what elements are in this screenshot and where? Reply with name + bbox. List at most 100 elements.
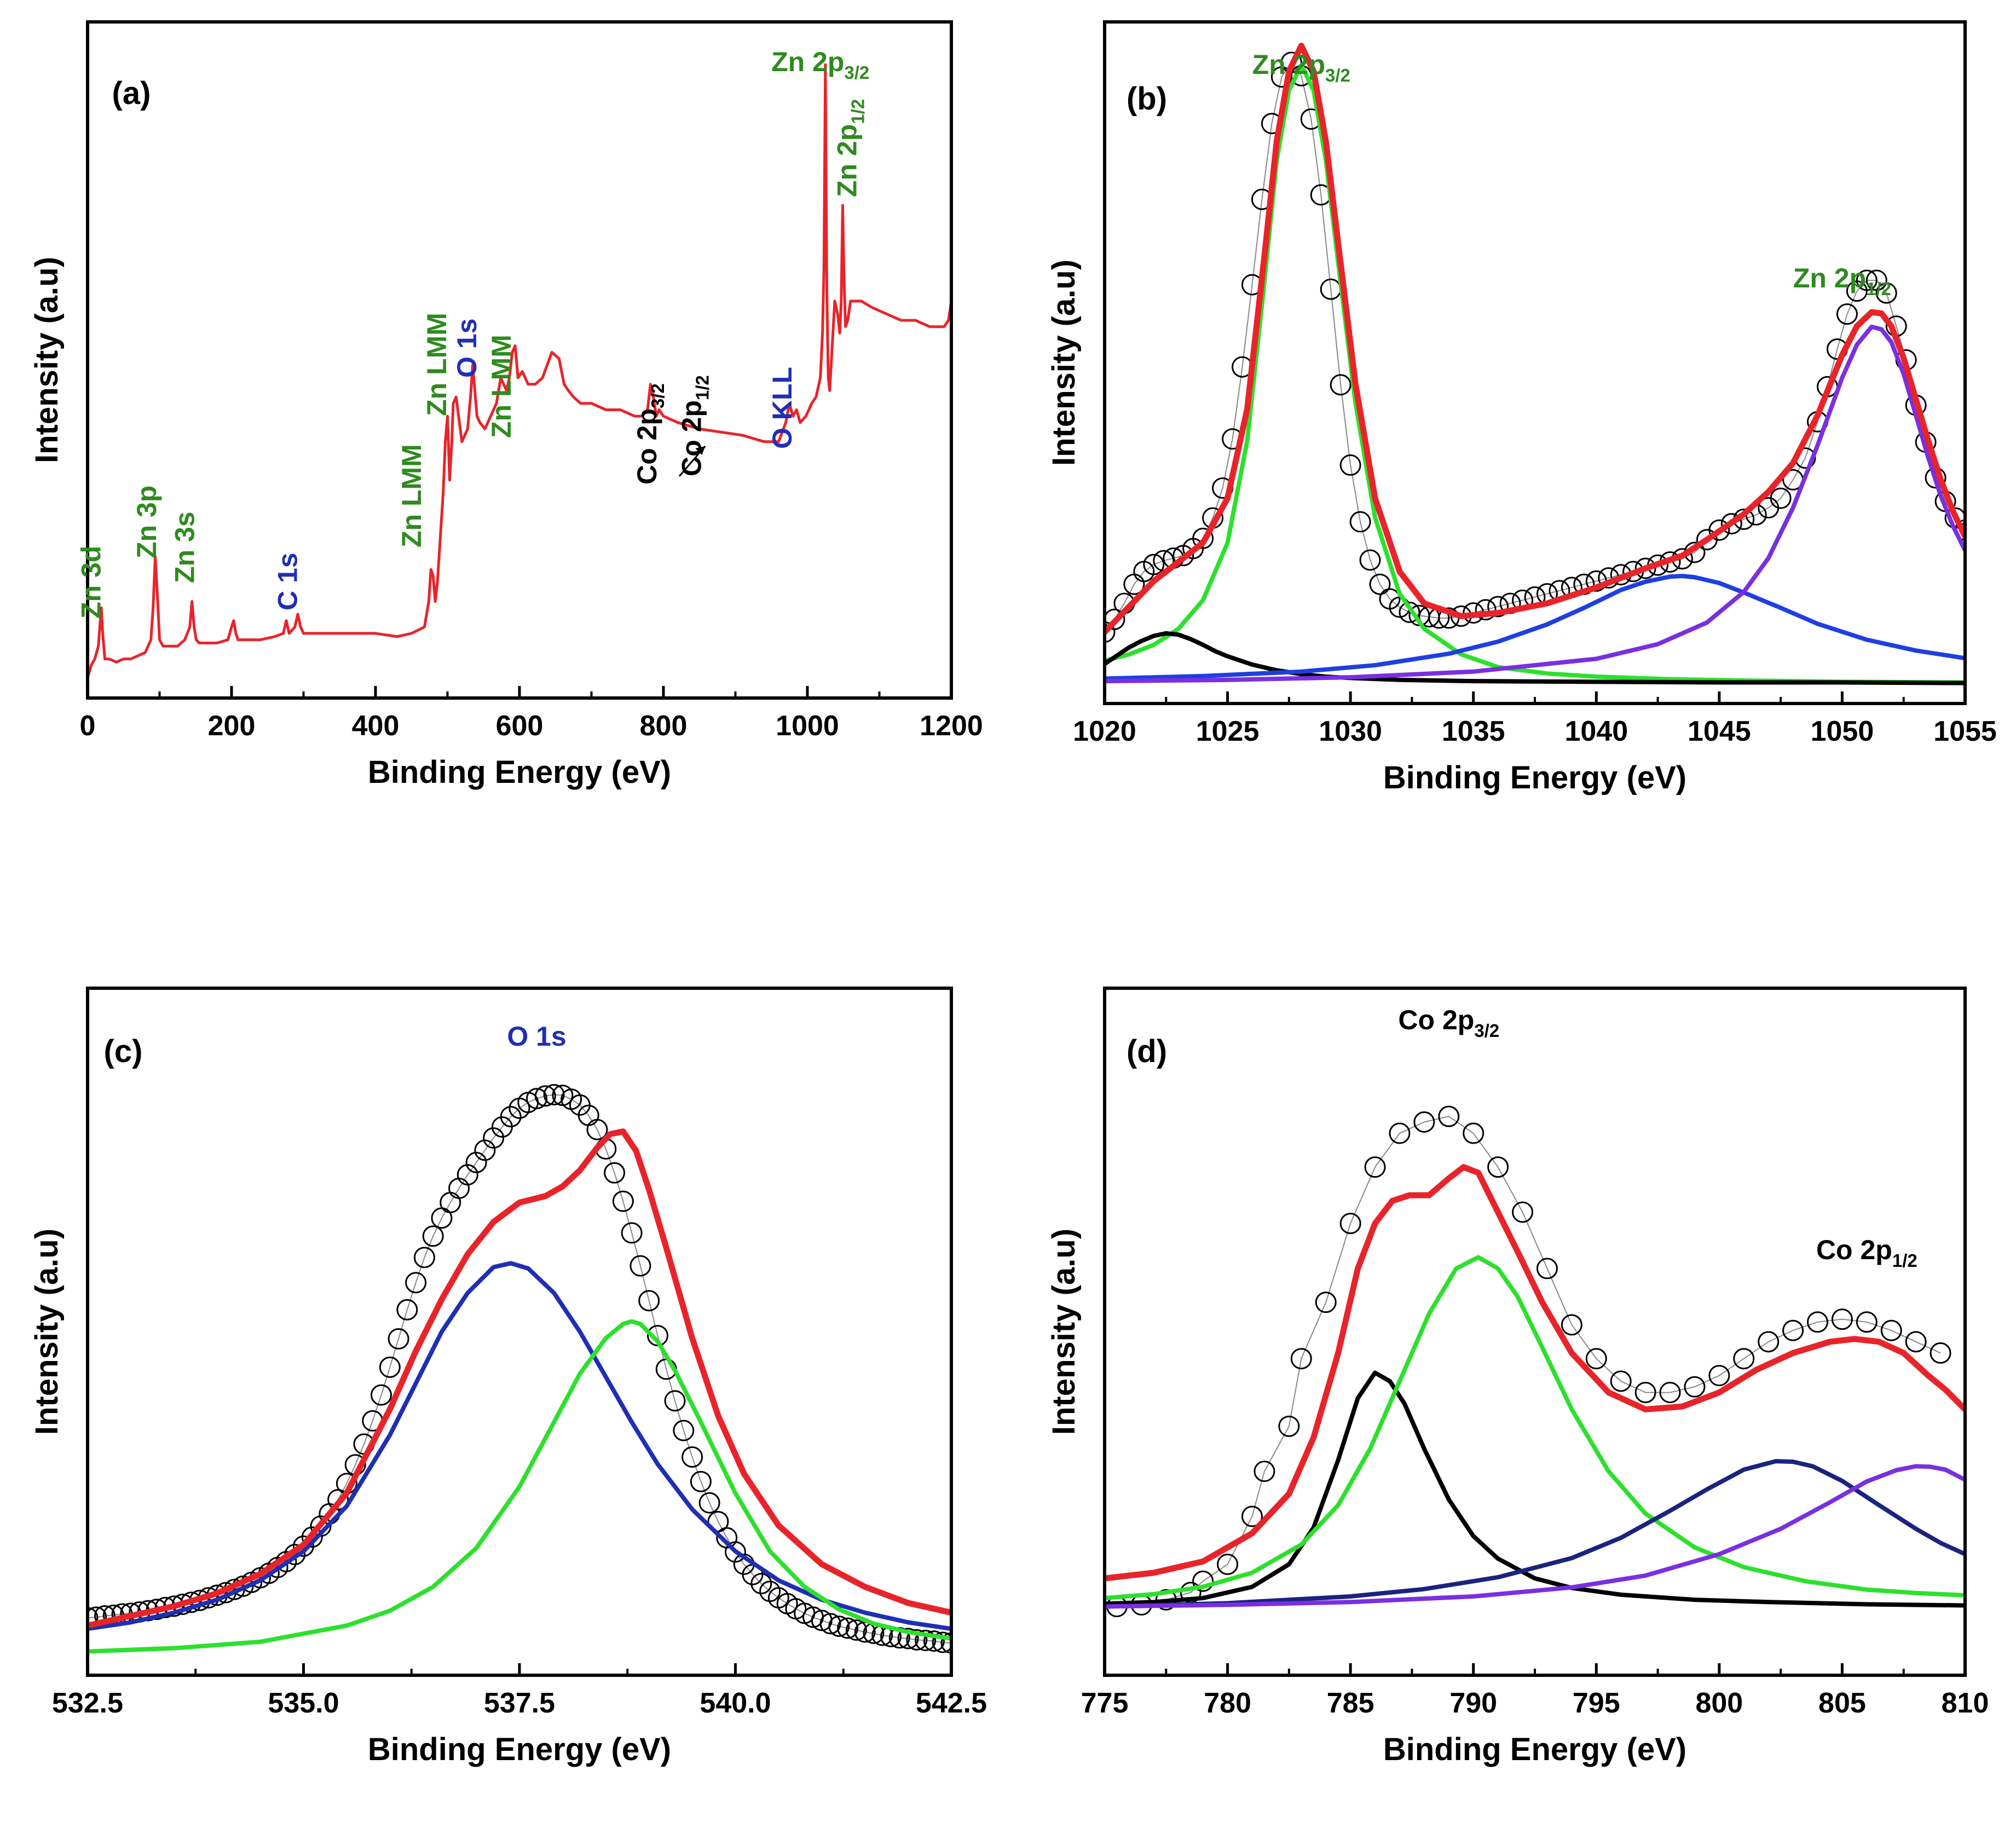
peak-annotation: O KLL	[767, 367, 798, 449]
panel-c-x-axis-title: Binding Energy (eV)	[368, 1732, 671, 1767]
x-tick-label: 1000	[776, 710, 839, 742]
data-point	[474, 1139, 496, 1161]
panel-d-plot-area	[1105, 1105, 1965, 1617]
data-point	[1339, 1213, 1361, 1235]
data-point	[1770, 487, 1792, 509]
x-tick-label: 1050	[1811, 716, 1874, 747]
data-point	[534, 1085, 556, 1107]
x-tick-label: 200	[208, 710, 256, 742]
data-point	[388, 1328, 409, 1350]
panel-a-y-axis-title: Intensity (a.u)	[29, 257, 65, 463]
data-point	[638, 1290, 660, 1312]
data-point	[1369, 573, 1391, 595]
x-tick-label: 810	[1942, 1687, 1989, 1719]
panel-c-y-axis-title: Intensity (a.u)	[29, 1229, 65, 1435]
panel-b-x-ticks: 1020 1025 1030 1035 1040 1045 1050 1055	[1073, 691, 1997, 747]
x-tick-label: 1020	[1073, 716, 1136, 747]
annotation-text: Co 2p	[1398, 1005, 1474, 1035]
peak-annotation: Zn LMM	[396, 444, 427, 547]
x-tick-label: 1025	[1196, 716, 1260, 747]
annotation-text: Co 2p	[632, 408, 662, 485]
data-point	[1856, 1311, 1878, 1333]
data-point	[1930, 1342, 1951, 1364]
data-point	[915, 1629, 937, 1651]
annotation-text: Zn 3s	[170, 511, 200, 583]
data-point	[1720, 513, 1742, 535]
data-point	[371, 1384, 392, 1406]
data-point	[1413, 1111, 1435, 1133]
panel-b-label: (b)	[1127, 81, 1167, 117]
data-point	[1475, 599, 1497, 621]
x-tick-label: 785	[1327, 1687, 1374, 1719]
data-point	[88, 1607, 99, 1629]
x-tick-label: 0	[80, 710, 96, 742]
data-point	[457, 1164, 478, 1186]
data-point	[526, 1088, 548, 1110]
peak-annotation: Zn 2p3/2	[1252, 49, 1350, 85]
peak-annotation: Zn 2p1/2	[1793, 263, 1891, 299]
data-point	[1315, 1291, 1337, 1313]
data-point	[819, 1613, 841, 1635]
annotation-subscript: 3/2	[844, 62, 869, 83]
x-tick-label: 790	[1449, 1687, 1497, 1719]
data-point	[621, 1222, 643, 1244]
panel-a-x-ticks: 0 200 400 600 800 1000 1200	[80, 686, 983, 742]
panel-c: 532.5 535.0 537.5 540.0 542.5 Binding Energy …	[29, 987, 987, 1767]
peak-annotation: Co 2p3/2	[632, 383, 668, 485]
panel-c-annotations: O 1s	[507, 1021, 566, 1052]
series-measured-trace	[1105, 61, 1965, 633]
series-component-4	[1105, 1464, 1965, 1609]
peak-annotation: Zn 3s	[170, 511, 200, 583]
annotation-text: O 1s	[452, 319, 482, 378]
peak-annotation: Zn 3d	[76, 546, 107, 619]
series-zn-2p1-2-component	[1105, 324, 1965, 684]
x-tick-label: 1040	[1564, 716, 1628, 747]
x-tick-label: 535.0	[268, 1687, 339, 1719]
data-point	[845, 1619, 867, 1641]
data-point	[828, 1615, 850, 1637]
series-measured-trace	[1117, 1116, 1941, 1607]
co-2p-arrow	[678, 446, 706, 477]
data-point	[707, 1510, 729, 1532]
data-point	[1831, 1308, 1853, 1330]
annotation-text: Zn 2p	[1252, 49, 1325, 80]
series-envelope	[1105, 1164, 1965, 1582]
annotation-subscript: 1/2	[1866, 279, 1891, 299]
data-point	[1512, 1201, 1534, 1223]
x-tick-label: 775	[1081, 1687, 1129, 1719]
data-point	[837, 1617, 859, 1639]
series-envelope	[88, 1128, 951, 1629]
data-point	[1836, 303, 1858, 325]
peak-annotation: O 1s	[507, 1021, 566, 1052]
x-tick-label: 400	[352, 710, 400, 742]
panel-d-y-axis-title: Intensity (a.u)	[1046, 1229, 1082, 1435]
data-point	[897, 1628, 919, 1650]
x-tick-label: 780	[1204, 1687, 1251, 1719]
data-point	[1807, 1311, 1829, 1333]
series-o-1s-component-1	[88, 1261, 951, 1631]
data-point	[725, 1541, 746, 1563]
panel-a-label: (a)	[112, 76, 151, 111]
data-point	[604, 1162, 626, 1184]
x-tick-label: 537.5	[484, 1687, 555, 1719]
annotation-text: Zn 3d	[76, 546, 107, 619]
annotation-subscript: 1/2	[692, 375, 712, 400]
data-point	[612, 1190, 634, 1212]
data-point	[1330, 374, 1351, 396]
data-point	[543, 1084, 565, 1106]
data-point	[1463, 1122, 1484, 1144]
annotation-subscript: 3/2	[1474, 1020, 1499, 1041]
panel-b: 1020 1025 1030 1035 1040 1045 1050 1055 Binding …	[1046, 20, 1997, 795]
data-point	[681, 1446, 703, 1468]
panel-b-plot-area	[1105, 43, 1965, 685]
annotation-text: Zn 3p	[131, 486, 162, 558]
data-point	[1634, 557, 1656, 579]
annotation-text: Co 2p	[1816, 1235, 1892, 1265]
series-envelope	[1105, 43, 1965, 636]
x-tick-label: 1055	[1933, 716, 1997, 747]
data-point	[1880, 1319, 1902, 1341]
annotation-text: C 1s	[273, 552, 303, 610]
data-point	[906, 1629, 928, 1651]
x-tick-label: 532.5	[52, 1687, 123, 1719]
panel-c-x-ticks: 532.5 535.0 537.5 540.0 542.5	[52, 1663, 987, 1719]
